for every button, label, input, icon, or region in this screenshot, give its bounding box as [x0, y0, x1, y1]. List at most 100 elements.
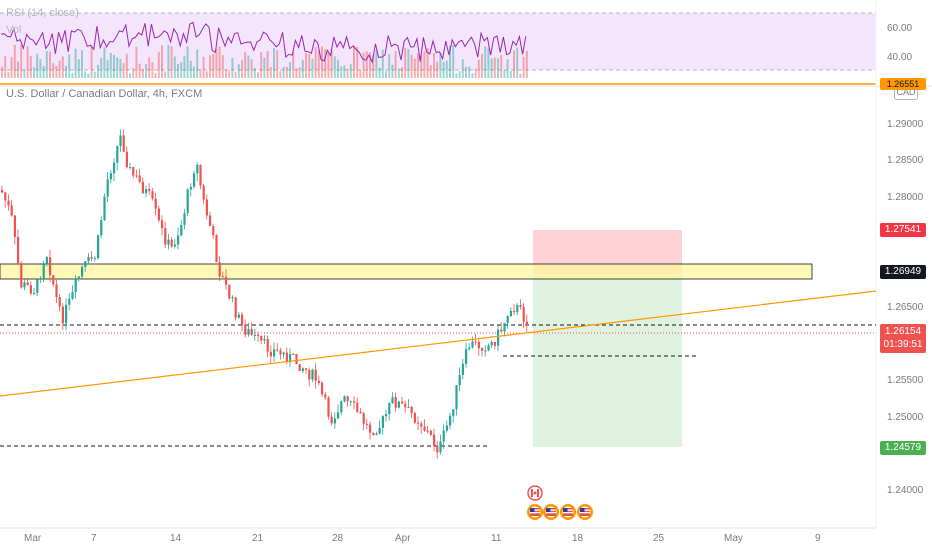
volume-bar	[481, 53, 483, 78]
trendline[interactable]	[0, 290, 877, 397]
candle-body	[29, 285, 32, 294]
candle-body	[509, 310, 512, 317]
volume-bar	[404, 47, 407, 78]
volume-bar	[378, 67, 381, 78]
volume-bars	[1, 44, 528, 78]
volume-bar	[346, 68, 349, 78]
candle-body	[151, 191, 154, 199]
volume-bar	[55, 65, 58, 78]
candle-body	[42, 264, 45, 279]
volume-bar	[324, 49, 327, 78]
volume-bar	[116, 57, 119, 78]
volume-bar	[522, 56, 525, 78]
us-flag-icon[interactable]	[527, 504, 543, 520]
candle-body	[282, 352, 285, 355]
volume-bar	[490, 58, 493, 78]
volume-bar	[205, 71, 208, 78]
candle-body	[109, 173, 112, 180]
volume-bar	[474, 68, 477, 78]
candle-body	[244, 324, 247, 335]
candle-body	[177, 235, 180, 245]
volume-bar	[391, 64, 394, 78]
volume-bar	[445, 60, 448, 78]
volume-bar	[407, 49, 410, 78]
volume-bar	[525, 50, 528, 78]
candle-body	[119, 135, 122, 147]
volume-bar	[29, 55, 32, 78]
volume-bar	[436, 61, 439, 78]
candle-body	[330, 416, 333, 424]
volume-bar	[141, 69, 144, 78]
volume-bar	[109, 52, 112, 78]
candle-body	[413, 413, 416, 423]
candle-body	[276, 349, 279, 351]
volume-bar	[356, 46, 359, 78]
candle-body	[103, 196, 106, 221]
volume-bar	[471, 73, 474, 78]
us-flag-icon[interactable]	[543, 504, 559, 520]
candle-body	[349, 401, 352, 403]
candle-body	[145, 189, 148, 194]
time-tick: 14	[170, 533, 182, 544]
candle-body	[106, 179, 109, 197]
volume-bar	[397, 68, 400, 78]
candle-body	[247, 328, 250, 335]
volume-bar	[186, 46, 189, 78]
candle-body	[157, 208, 160, 221]
candle-body	[266, 339, 269, 352]
volume-bar	[465, 66, 467, 78]
candle-body	[81, 266, 84, 277]
candle-body	[343, 396, 346, 402]
candle-body	[308, 369, 311, 380]
volume-bar	[74, 48, 77, 78]
resistance-zone[interactable]	[0, 263, 813, 280]
position-target-zone[interactable]	[533, 274, 682, 447]
volume-bar	[359, 70, 362, 78]
time-tick: 25	[653, 533, 665, 544]
volume-bar	[337, 59, 339, 78]
volume-bar	[129, 73, 131, 78]
candle-body	[516, 305, 519, 313]
candle-body	[477, 341, 480, 349]
candle-body	[45, 257, 48, 265]
candle-body	[426, 430, 429, 432]
volume-bar	[311, 58, 314, 78]
candle-body	[39, 278, 42, 280]
candle-body	[474, 341, 477, 343]
symbol-title[interactable]: U.S. Dollar / Canadian Dollar, 4h, FXCM	[6, 88, 203, 100]
candle-body	[397, 401, 400, 408]
candle-body	[215, 235, 218, 263]
candle-body	[55, 284, 58, 298]
volume-bar	[36, 53, 39, 78]
volume-bar	[100, 57, 103, 78]
candle-body	[522, 306, 525, 322]
candle-body	[193, 173, 196, 187]
volume-bar	[276, 50, 279, 78]
price-tick: 1.25500	[887, 375, 924, 386]
volume-bar	[68, 54, 71, 78]
candle-body	[503, 322, 506, 332]
rsi-indicator-title[interactable]: RSI (14, close)	[6, 7, 79, 19]
time-tick: Apr	[395, 533, 411, 544]
volume-bar	[314, 47, 317, 78]
volume-bar	[442, 61, 445, 78]
volume-bar	[4, 56, 7, 78]
canada-flag-icon[interactable]	[527, 485, 543, 501]
volume-bar	[218, 46, 221, 78]
volume-bar	[420, 54, 423, 78]
volume-bar	[353, 45, 355, 78]
volume-bar	[90, 46, 93, 78]
volume-indicator-title[interactable]: Vol	[6, 24, 22, 36]
volume-bar	[231, 58, 234, 78]
candle-body	[132, 167, 135, 176]
candle-body	[173, 244, 176, 247]
us-flag-icon[interactable]	[577, 504, 593, 520]
time-tick: 7	[91, 533, 97, 544]
volume-bar	[458, 71, 461, 78]
candle-body	[228, 284, 231, 299]
candle-body	[465, 349, 468, 364]
candle-body	[442, 430, 445, 442]
us-flag-icon[interactable]	[560, 504, 576, 520]
